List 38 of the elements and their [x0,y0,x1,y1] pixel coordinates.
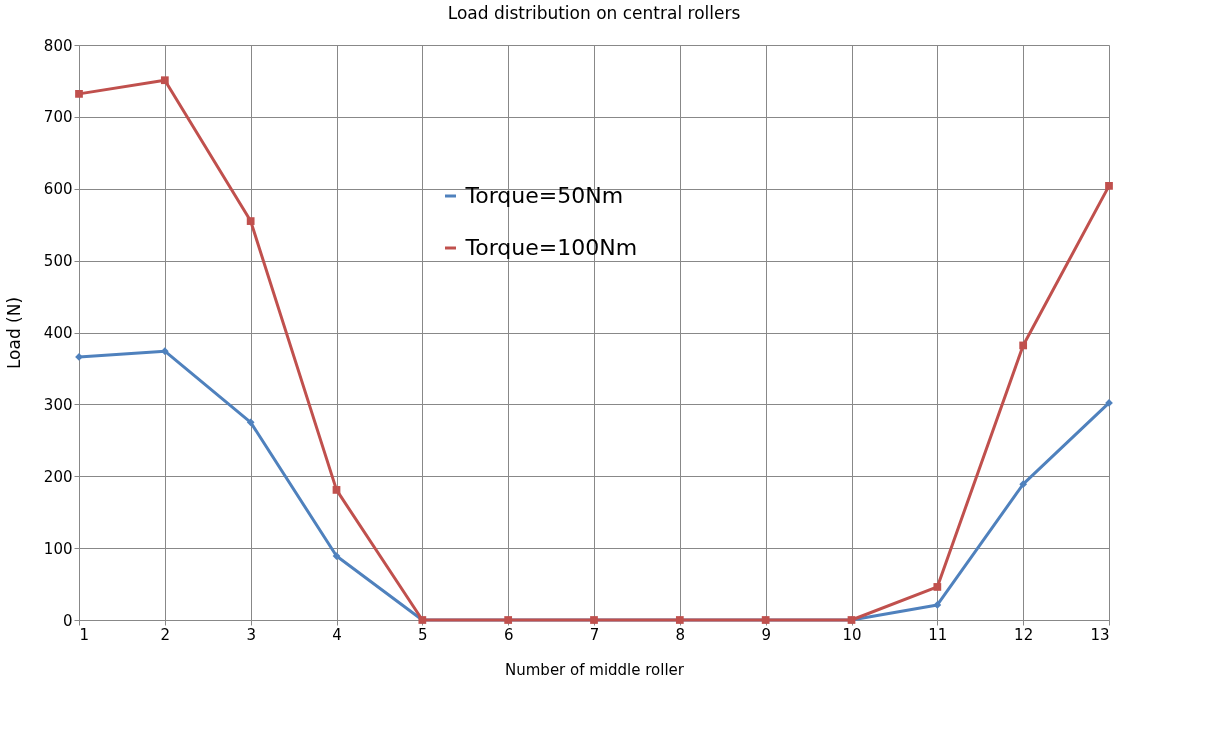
point [1105,182,1113,190]
y-tick-label: 800 [43,36,73,55]
x-tick-label: 12 [1014,625,1034,644]
point [933,583,942,591]
point [332,552,341,560]
point [246,418,255,427]
x-tick-label: 1 [79,625,90,644]
x-tick-label: 8 [675,625,686,644]
y-tick-label: 0 [62,611,73,630]
y-tick-label: 700 [43,108,73,127]
x-tick-label: 6 [503,625,514,644]
point [933,601,942,609]
x-tick-label: 11 [928,625,948,644]
y-axis-title: Load (N) [3,296,24,370]
y-tick-label: 400 [43,324,73,342]
legend-label: Torque=50Nm [464,183,624,208]
x-tick-label: 9 [761,625,771,644]
x-tick-label: 10 [842,625,862,644]
point [1019,341,1028,350]
legend-label: Torque=100Nm [464,235,638,260]
x-tick-label: 2 [160,625,171,644]
point [246,217,255,225]
y-tick-label: 500 [43,252,73,271]
chart-title: Load distribution on central rollers [447,3,741,23]
x-tick-label: 13 [1090,625,1110,644]
y-tick-label: 100 [43,539,73,558]
x-tick-label: 7 [589,625,600,644]
point [1019,480,1028,489]
point [332,486,341,494]
x-axis-title: Number of middle roller [505,660,685,679]
y-tick-label: 300 [43,395,73,414]
x-tick-label: 3 [246,625,256,644]
x-tick-label: 5 [418,625,428,644]
x-tick-label: 4 [332,625,342,644]
point [160,76,169,85]
y-tick-label: 600 [43,180,73,199]
point [75,90,83,98]
y-tick-label: 200 [43,467,73,486]
